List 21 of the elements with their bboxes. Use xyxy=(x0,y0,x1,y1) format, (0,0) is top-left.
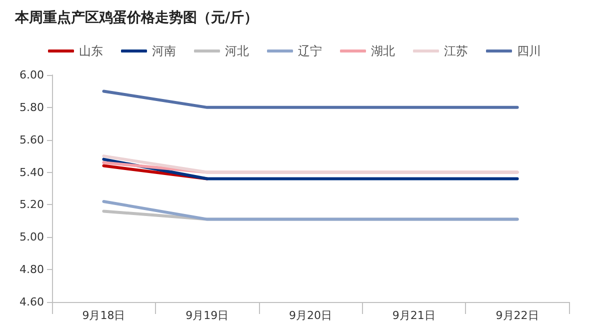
y-tick-label: 5.00 xyxy=(20,230,44,244)
y-tick-label: 6.00 xyxy=(20,68,44,82)
legend-label: 江苏 xyxy=(444,44,468,58)
legend-label: 辽宁 xyxy=(298,44,322,58)
x-tick-label: 9月22日 xyxy=(496,309,539,322)
y-tick-label: 5.20 xyxy=(20,198,44,212)
y-tick-label: 4.80 xyxy=(20,263,44,276)
y-tick-label: 5.60 xyxy=(20,133,44,146)
y-tick-label: 5.80 xyxy=(20,100,44,114)
legend-label: 河北 xyxy=(225,44,249,58)
chart-title: 本周重点产区鸡蛋价格走势图（元/斤） xyxy=(14,9,258,26)
y-tick-label: 5.40 xyxy=(20,166,44,179)
y-tick-label: 4.60 xyxy=(20,296,44,308)
x-tick-label: 9月19日 xyxy=(186,309,229,322)
legend-label: 河南 xyxy=(152,44,176,58)
x-tick-label: 9月21日 xyxy=(392,309,436,322)
legend-label: 湖北 xyxy=(371,44,395,58)
x-tick-label: 9月18日 xyxy=(82,309,126,322)
legend-label: 山东 xyxy=(79,44,103,58)
x-tick-label: 9月20日 xyxy=(289,309,332,322)
legend-label: 四川 xyxy=(517,44,541,58)
